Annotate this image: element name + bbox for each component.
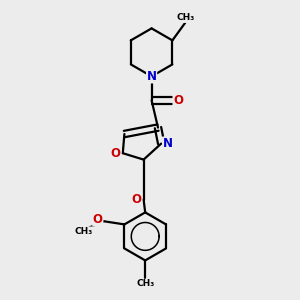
- Text: O: O: [93, 213, 103, 226]
- Text: N: N: [163, 137, 172, 150]
- Text: O: O: [173, 94, 183, 107]
- Text: CH₃: CH₃: [177, 14, 195, 22]
- Text: O: O: [111, 147, 121, 160]
- Text: O: O: [132, 193, 142, 206]
- Text: CH₃: CH₃: [136, 279, 154, 288]
- Text: N: N: [147, 70, 157, 83]
- Text: CH₃: CH₃: [74, 227, 93, 236]
